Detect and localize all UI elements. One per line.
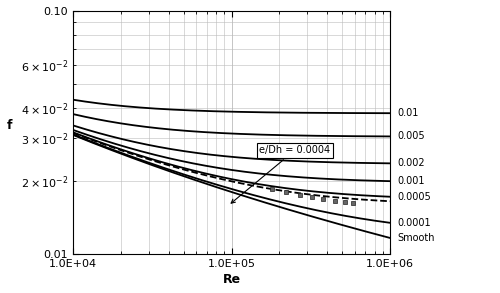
Y-axis label: f: f: [7, 120, 12, 132]
Text: Smooth: Smooth: [397, 233, 434, 243]
Text: 0.002: 0.002: [397, 158, 424, 168]
Text: 0.0005: 0.0005: [397, 192, 430, 202]
Text: 0.005: 0.005: [397, 132, 424, 142]
Text: 0.001: 0.001: [397, 176, 424, 186]
Text: 0.0001: 0.0001: [397, 218, 430, 228]
Text: 0.01: 0.01: [397, 108, 418, 118]
X-axis label: Re: Re: [222, 273, 240, 286]
Text: e/Dh = 0.0004: e/Dh = 0.0004: [231, 145, 330, 203]
